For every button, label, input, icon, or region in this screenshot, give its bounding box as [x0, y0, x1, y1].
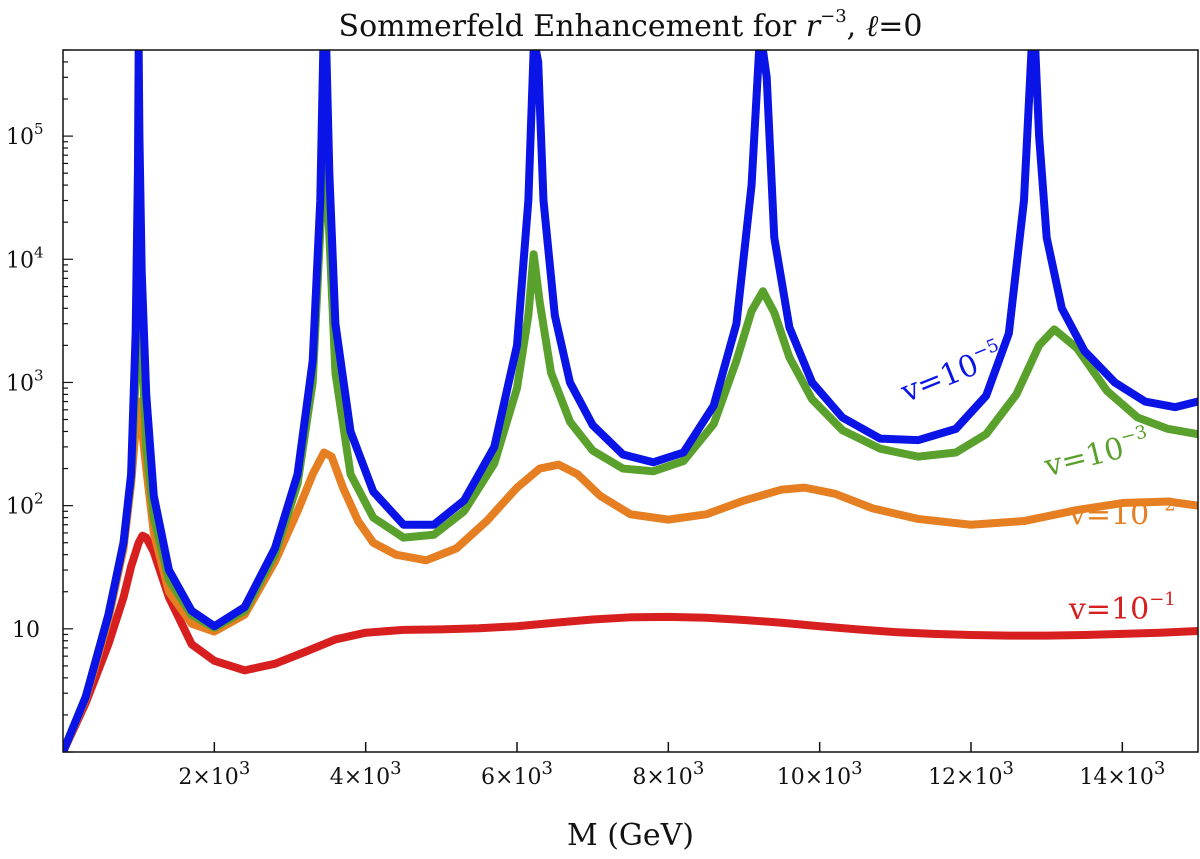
x-tick-label: 10×103: [777, 758, 863, 790]
y-tick-label: 10: [12, 618, 40, 643]
x-axis-title: M (GeV): [567, 818, 694, 853]
x-tick-label: 2×103: [178, 758, 250, 790]
series-layer: [63, 50, 1198, 752]
series-label-v1e-3: v=10−3: [1040, 421, 1154, 484]
x-axis: 2×103 4×103 6×103 8×103 10×103 12×103 14×103: [178, 742, 1165, 790]
x-tick-label: 4×103: [330, 758, 402, 790]
series-label-v1e-2: v=10−2: [1068, 495, 1176, 533]
y-tick-label: 104: [6, 243, 44, 273]
series-labels: v=10−5 v=10−3 v=10−2 v=10−1: [895, 335, 1176, 627]
x-tick-label: 14×103: [1079, 758, 1165, 790]
y-tick-label: 103: [6, 366, 44, 396]
y-tick-label: 102: [6, 490, 44, 520]
x-tick-label: 6×103: [481, 758, 553, 790]
x-tick-label: 8×103: [632, 758, 704, 790]
y-axis: 10 102 103 104 105: [6, 49, 73, 753]
series-label-v1e-1: v=10−1: [1068, 589, 1176, 627]
x-tick-label: 12×103: [928, 758, 1014, 790]
series-line-0: [63, 531, 1198, 752]
series-line-3: [63, 50, 1198, 752]
chart-title: Sommerfeld Enhancement for r−3, ℓ=0: [339, 6, 923, 44]
y-tick-label: 105: [6, 120, 44, 150]
